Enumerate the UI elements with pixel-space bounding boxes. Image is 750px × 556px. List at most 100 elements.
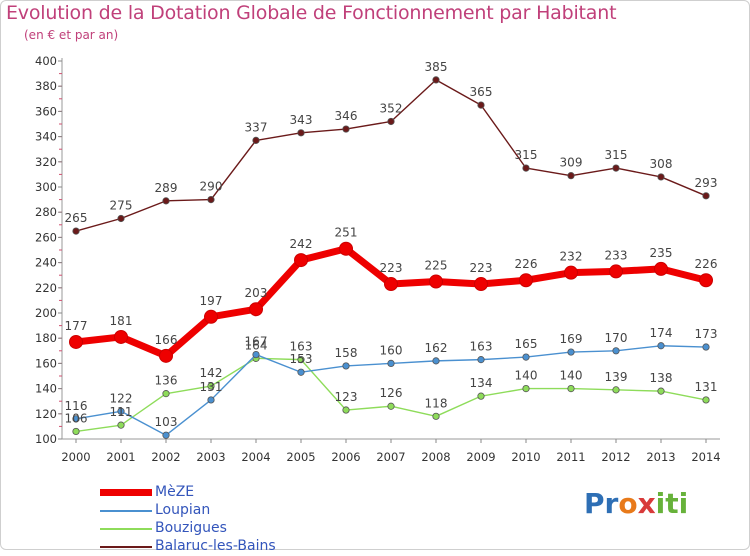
data-label-balaruc: 343 — [290, 113, 313, 127]
data-point-balaruc — [162, 197, 170, 205]
x-tick-label: 2001 — [106, 450, 135, 464]
legend-item-meze: MèZE — [100, 484, 360, 502]
y-tick-label: 260 — [35, 230, 57, 244]
data-label-balaruc: 315 — [605, 148, 628, 162]
data-point-meze — [384, 277, 398, 292]
legend-swatch-meze — [100, 489, 152, 496]
data-point-meze — [699, 273, 713, 288]
data-point-meze — [564, 265, 578, 280]
data-point-balaruc — [72, 227, 80, 235]
data-point-loupian — [252, 350, 260, 359]
data-label-balaruc: 385 — [425, 60, 448, 74]
data-label-bouzigues: 138 — [650, 371, 673, 385]
legend-item-balaruc: Balaruc-les-Bains — [100, 538, 360, 556]
x-tick-label: 2013 — [646, 450, 675, 464]
x-tick-label: 2008 — [421, 450, 450, 464]
data-label-balaruc: 309 — [560, 156, 583, 170]
data-point-meze — [519, 273, 533, 288]
data-point-balaruc — [702, 192, 710, 200]
data-point-balaruc — [657, 173, 665, 181]
data-label-bouzigues: 139 — [605, 370, 628, 384]
data-point-bouzigues — [612, 386, 620, 394]
data-point-balaruc — [477, 101, 485, 109]
x-tick-label: 2011 — [556, 450, 585, 464]
legend-swatch-balaruc — [100, 546, 152, 548]
data-label-loupian: 122 — [110, 391, 133, 405]
data-point-loupian — [72, 415, 80, 423]
data-point-balaruc — [207, 196, 215, 204]
data-point-balaruc — [522, 164, 530, 172]
data-label-bouzigues: 123 — [335, 390, 358, 404]
data-label-balaruc: 315 — [515, 148, 538, 162]
data-point-bouzigues — [342, 406, 350, 414]
chart-title: Evolution de la Dotation Globale de Fonc… — [6, 2, 617, 24]
data-point-balaruc — [567, 172, 575, 180]
data-label-balaruc: 289 — [155, 181, 178, 195]
x-tick-label: 2000 — [61, 450, 90, 464]
legend-label-loupian: Loupian — [155, 502, 211, 518]
data-point-loupian — [567, 348, 575, 356]
data-label-balaruc: 352 — [380, 101, 403, 115]
y-tick-label: 160 — [35, 356, 57, 370]
data-point-loupian — [117, 407, 125, 415]
legend: MèZE Loupian Bouzigues Balaruc-les-Bains — [100, 484, 360, 556]
data-point-balaruc — [612, 164, 620, 172]
legend-label-meze: MèZE — [155, 484, 195, 500]
data-label-bouzigues: 163 — [290, 340, 313, 354]
data-label-meze: 177 — [65, 319, 88, 333]
y-tick-label: 340 — [35, 130, 57, 144]
data-label-loupian: 169 — [560, 332, 583, 346]
x-tick-label: 2003 — [196, 450, 225, 464]
data-label-loupian: 162 — [425, 341, 448, 355]
chart-subtitle: (en € et par an) — [24, 28, 119, 42]
data-label-meze: 197 — [200, 294, 223, 308]
data-label-bouzigues: 111 — [110, 405, 133, 419]
data-point-meze — [249, 302, 263, 317]
data-point-bouzigues — [297, 356, 305, 364]
data-point-meze — [474, 277, 488, 292]
x-tick-label: 2012 — [601, 450, 630, 464]
data-point-loupian — [297, 368, 305, 376]
data-point-bouzigues — [432, 412, 440, 420]
data-point-loupian — [702, 343, 710, 351]
data-point-meze — [294, 253, 308, 268]
data-point-bouzigues — [522, 384, 530, 393]
data-label-meze: 242 — [290, 237, 313, 251]
data-label-loupian: 173 — [695, 327, 718, 341]
data-label-balaruc: 275 — [110, 199, 133, 213]
data-point-balaruc — [342, 125, 350, 133]
y-tick-label: 100 — [35, 432, 57, 446]
data-label-meze: 226 — [695, 257, 718, 271]
data-label-meze: 232 — [560, 250, 583, 264]
data-label-bouzigues: 136 — [155, 374, 178, 388]
data-point-loupian — [162, 431, 170, 439]
legend-item-bouzigues: Bouzigues — [100, 520, 360, 538]
data-label-bouzigues: 118 — [425, 396, 448, 410]
data-label-loupian: 174 — [650, 326, 673, 340]
data-point-loupian — [207, 396, 215, 404]
data-label-balaruc: 290 — [200, 180, 223, 194]
data-label-meze: 233 — [605, 248, 628, 262]
y-tick-label: 400 — [35, 54, 57, 68]
legend-swatch-loupian — [100, 510, 152, 512]
data-point-bouzigues — [162, 390, 170, 398]
data-point-bouzigues — [207, 382, 215, 390]
y-tick-label: 180 — [35, 331, 57, 345]
legend-label-bouzigues: Bouzigues — [155, 520, 227, 536]
y-tick-label: 320 — [35, 155, 57, 169]
y-tick-label: 380 — [35, 79, 57, 93]
data-label-bouzigues: 134 — [470, 376, 493, 390]
data-label-loupian: 167 — [245, 335, 268, 349]
data-label-bouzigues: 131 — [695, 380, 718, 394]
data-label-bouzigues: 142 — [200, 366, 223, 380]
data-point-bouzigues — [567, 384, 575, 393]
data-point-loupian — [387, 359, 395, 367]
data-point-meze — [609, 264, 623, 279]
data-point-balaruc — [252, 136, 260, 144]
x-tick-label: 2002 — [151, 450, 180, 464]
y-tick-label: 280 — [35, 205, 57, 219]
data-label-loupian: 165 — [515, 337, 538, 351]
x-tick-label: 2014 — [691, 450, 720, 464]
data-point-bouzigues — [477, 392, 485, 400]
